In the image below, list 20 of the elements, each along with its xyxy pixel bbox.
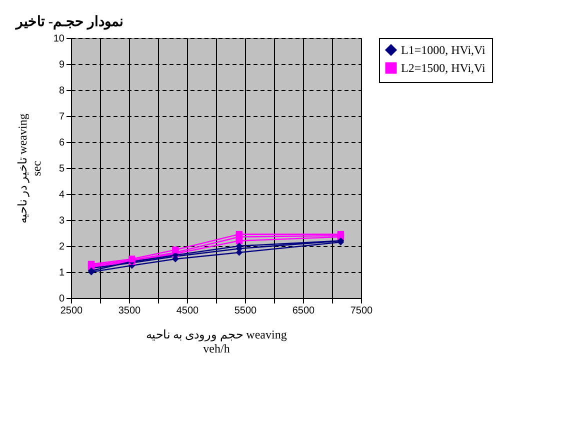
chart-title: نمودار حجـم- تاخیر: [14, 15, 124, 30]
x-tick-label: 6500: [292, 306, 316, 316]
x-tick-label: 4500: [176, 306, 200, 316]
x-tick-label: 3500: [118, 306, 142, 316]
y-tick-label: 8: [58, 86, 65, 96]
y-tick-label: 6: [58, 138, 65, 148]
y-tick-label: 1: [58, 268, 65, 278]
x-tick-label: 5500: [234, 306, 258, 316]
y-tick-label: 2: [58, 242, 65, 252]
legend-label: L2=1500, HVi,Vi: [401, 61, 486, 75]
y-tick-label: 0: [58, 294, 65, 304]
legend-label: L1=1000, HVi,Vi: [401, 43, 486, 57]
y-tick-label: 9: [58, 60, 65, 70]
y-tick-label: 5: [58, 164, 65, 174]
x-tick-label: 7500: [350, 306, 374, 316]
y-tick-label: 7: [58, 112, 65, 122]
y-tick-label: 3: [58, 216, 65, 226]
y-tick-label: 10: [53, 34, 65, 44]
x-tick-label: 2500: [60, 306, 84, 316]
y-tick-label: 4: [58, 190, 65, 200]
